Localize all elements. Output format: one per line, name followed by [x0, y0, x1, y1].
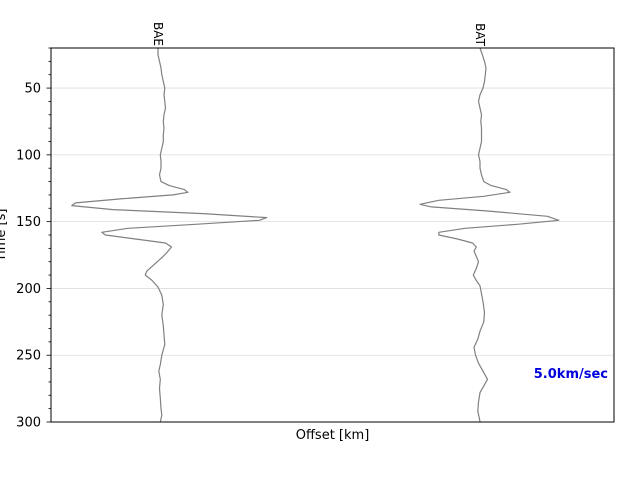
velocity-annotation: 5.0km/sec [534, 367, 608, 382]
y-tick-label: 150 [16, 215, 41, 230]
y-tick-label: 300 [16, 416, 41, 431]
y-tick-label: 50 [24, 82, 41, 97]
grid-lines [51, 87, 614, 423]
x-axis-label: Offset [km] [296, 428, 370, 443]
y-axis-ticks: 50 100 150 200 250 300 [16, 47, 51, 431]
station-label-bat: BAT [473, 23, 487, 47]
plot-frame [50, 47, 615, 423]
y-axis-label: Time [s] [0, 209, 9, 263]
traces [71, 47, 560, 423]
y-tick-label: 250 [16, 349, 41, 364]
trace-bae [71, 48, 268, 423]
y-tick-label: 100 [16, 148, 41, 163]
station-labels: BAE BAT [151, 22, 487, 47]
trace-bat [419, 47, 560, 423]
station-label-bae: BAE [151, 22, 165, 46]
y-tick-label: 200 [16, 282, 41, 297]
